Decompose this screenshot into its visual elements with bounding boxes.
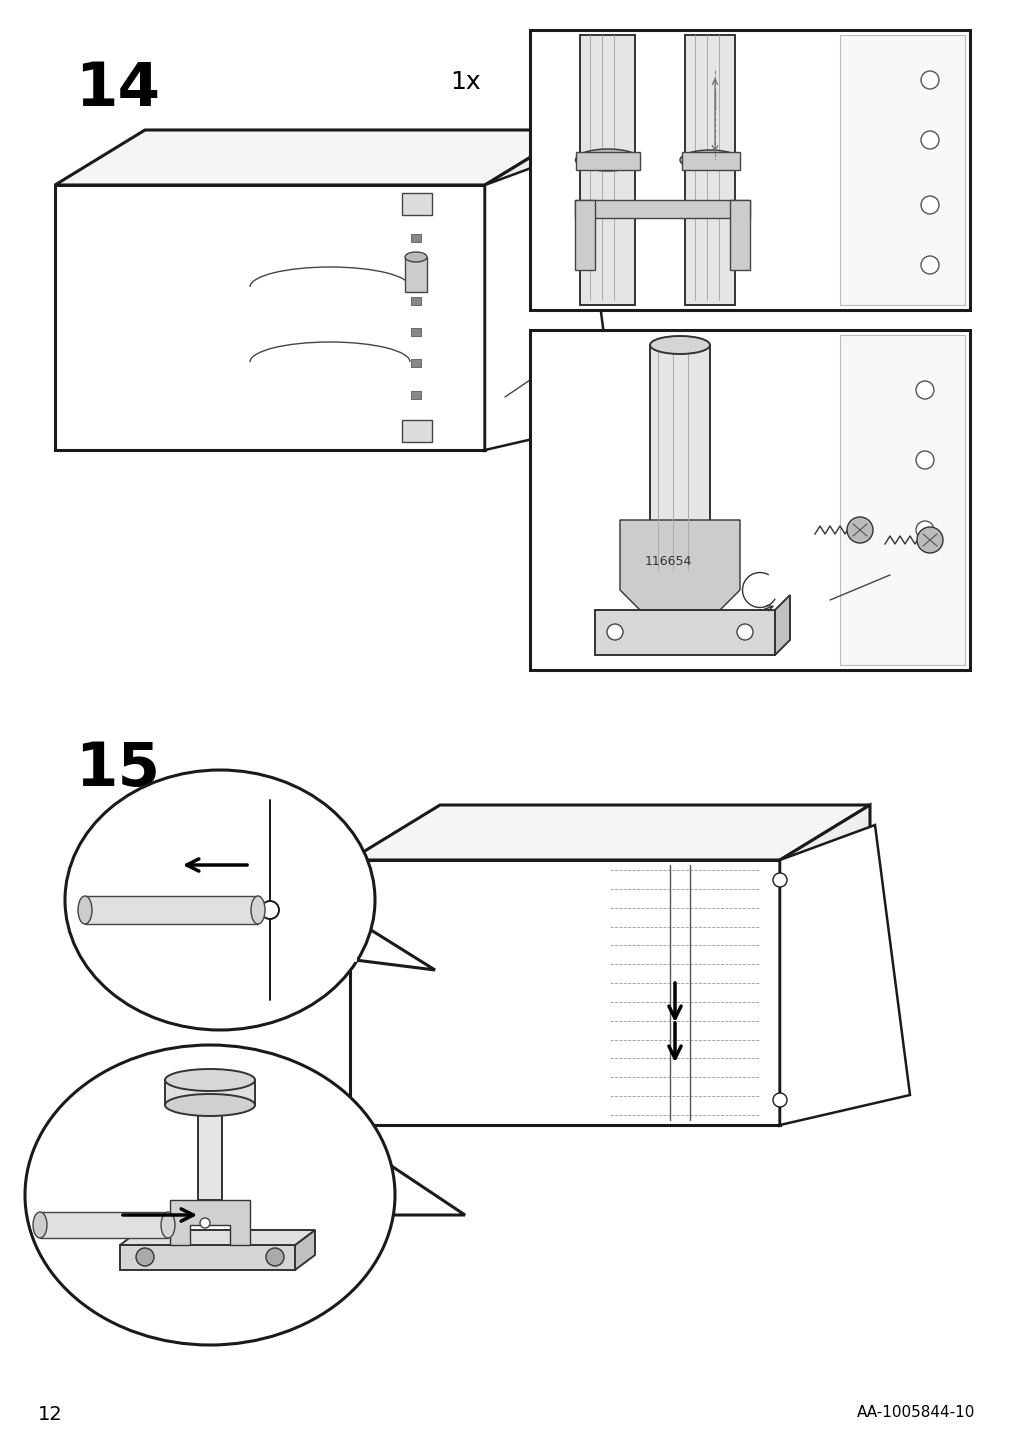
Polygon shape bbox=[170, 1200, 250, 1244]
Bar bbox=[530, 329, 969, 670]
Ellipse shape bbox=[404, 252, 427, 262]
Ellipse shape bbox=[33, 1211, 47, 1239]
Polygon shape bbox=[779, 805, 869, 1126]
Bar bbox=[410, 296, 421, 305]
Ellipse shape bbox=[165, 1094, 255, 1116]
Circle shape bbox=[200, 1219, 210, 1229]
Text: 1x: 1x bbox=[450, 70, 480, 95]
Bar bbox=[575, 152, 639, 170]
Bar bbox=[839, 335, 964, 664]
Bar bbox=[401, 193, 432, 215]
Polygon shape bbox=[484, 150, 615, 450]
Bar bbox=[410, 359, 421, 368]
Bar bbox=[404, 256, 427, 292]
Bar bbox=[681, 152, 739, 170]
Bar bbox=[579, 34, 634, 305]
Circle shape bbox=[920, 130, 938, 149]
Bar bbox=[410, 422, 421, 430]
Bar bbox=[530, 30, 969, 309]
Polygon shape bbox=[774, 596, 790, 654]
Circle shape bbox=[920, 72, 938, 89]
Circle shape bbox=[920, 196, 938, 213]
Bar bbox=[684, 34, 734, 305]
Bar bbox=[410, 328, 421, 337]
Bar bbox=[729, 200, 749, 271]
Polygon shape bbox=[120, 1244, 295, 1270]
Bar bbox=[198, 1075, 221, 1200]
Polygon shape bbox=[165, 1080, 255, 1106]
Circle shape bbox=[915, 451, 933, 470]
Ellipse shape bbox=[65, 770, 375, 1030]
Circle shape bbox=[916, 527, 942, 553]
Ellipse shape bbox=[78, 896, 92, 924]
Bar bbox=[574, 200, 594, 271]
Bar bbox=[401, 420, 432, 442]
Circle shape bbox=[915, 521, 933, 538]
Bar bbox=[574, 200, 749, 218]
Text: 14: 14 bbox=[75, 60, 160, 119]
Circle shape bbox=[772, 1093, 787, 1107]
Polygon shape bbox=[350, 805, 869, 861]
Bar bbox=[85, 896, 258, 924]
Polygon shape bbox=[295, 1230, 314, 1270]
Polygon shape bbox=[55, 185, 484, 450]
Ellipse shape bbox=[251, 896, 265, 924]
Circle shape bbox=[736, 624, 752, 640]
Circle shape bbox=[607, 624, 623, 640]
Circle shape bbox=[261, 901, 279, 919]
Text: AA-1005844-10: AA-1005844-10 bbox=[855, 1405, 974, 1421]
Polygon shape bbox=[484, 130, 574, 450]
Circle shape bbox=[915, 381, 933, 400]
Ellipse shape bbox=[165, 1070, 255, 1091]
Polygon shape bbox=[620, 520, 739, 610]
Bar bbox=[410, 391, 421, 398]
Bar bbox=[649, 345, 710, 586]
Bar bbox=[839, 34, 964, 305]
Ellipse shape bbox=[575, 149, 640, 170]
Text: 12: 12 bbox=[38, 1405, 63, 1423]
Polygon shape bbox=[375, 1156, 464, 1214]
Circle shape bbox=[266, 1249, 284, 1266]
Polygon shape bbox=[350, 861, 779, 1126]
Circle shape bbox=[772, 874, 787, 886]
Polygon shape bbox=[120, 1230, 314, 1244]
Ellipse shape bbox=[679, 150, 739, 170]
Ellipse shape bbox=[649, 337, 710, 354]
Circle shape bbox=[920, 256, 938, 274]
Polygon shape bbox=[355, 919, 435, 969]
Polygon shape bbox=[779, 825, 909, 1126]
Text: 15: 15 bbox=[75, 740, 160, 799]
Polygon shape bbox=[55, 130, 574, 185]
Text: 116654: 116654 bbox=[644, 556, 692, 569]
Ellipse shape bbox=[161, 1211, 175, 1239]
Bar bbox=[40, 1211, 168, 1239]
Bar bbox=[410, 203, 421, 211]
Bar bbox=[410, 235, 421, 242]
Ellipse shape bbox=[25, 1045, 394, 1345]
Bar bbox=[410, 265, 421, 274]
Circle shape bbox=[135, 1249, 154, 1266]
Circle shape bbox=[846, 517, 872, 543]
Polygon shape bbox=[594, 610, 774, 654]
